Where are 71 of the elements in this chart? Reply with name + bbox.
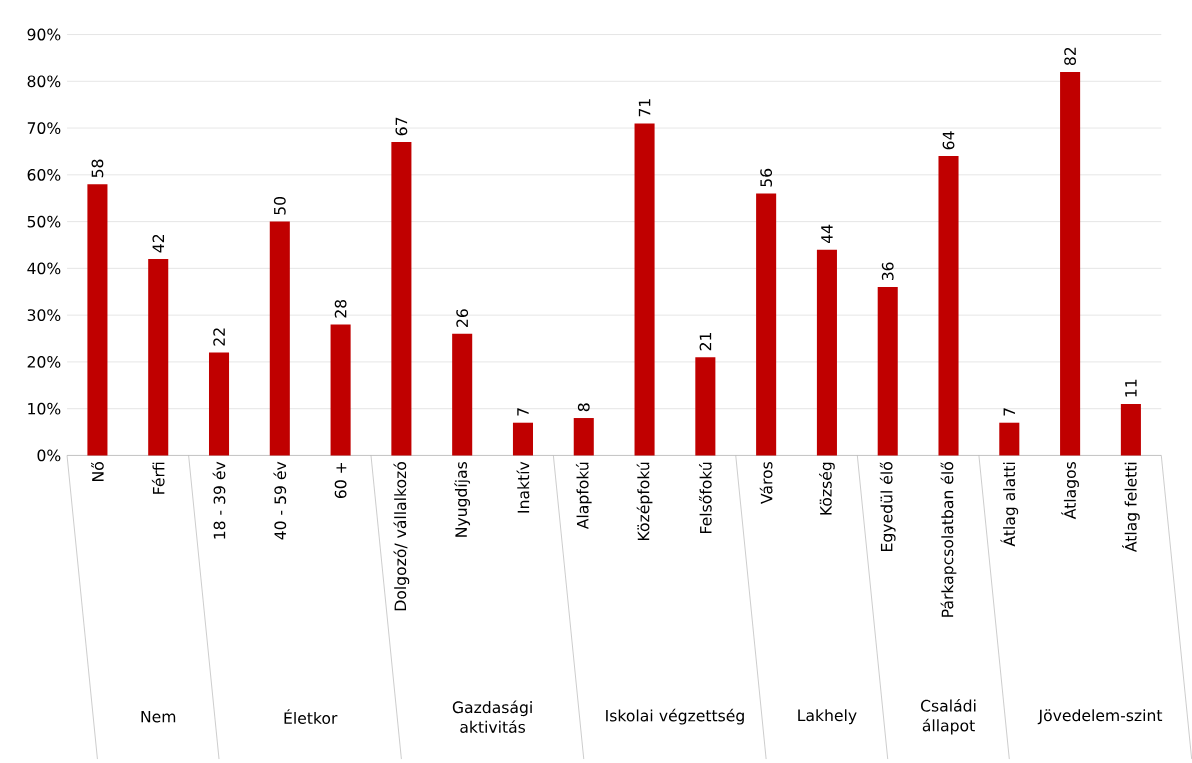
data-label: 36 (881, 262, 894, 281)
text: Nem (141, 710, 176, 723)
x-tick-label: 40 - 59 év (273, 461, 287, 540)
text: Életkor (284, 709, 338, 725)
y-tick-label: 20% (27, 355, 61, 368)
bar (756, 193, 777, 456)
data-label: 67 (395, 117, 408, 136)
y-tick-label: 50% (27, 215, 61, 228)
y-tick-label: 80% (27, 75, 61, 88)
data-label: 71 (638, 99, 651, 117)
x-tick-label: Középfokú (636, 462, 653, 540)
bar (148, 259, 169, 456)
bar (208, 352, 230, 456)
data-label: 28 (334, 299, 347, 318)
bar (877, 287, 898, 456)
data-label: 64 (942, 131, 955, 150)
x-tick-label: Párkapcsolatban élő (940, 462, 957, 617)
x-tick-label: Inaktív (516, 461, 530, 513)
bar (573, 418, 594, 456)
bar (634, 123, 655, 456)
bar (452, 333, 473, 456)
data-label: 58 (91, 159, 104, 178)
x-tick-label: Átlagos (1061, 462, 1079, 520)
x-tick-label: Község (819, 462, 835, 515)
data-label: 82 (1064, 47, 1077, 66)
x-tick-label: Város (759, 462, 773, 504)
text: Gazdasági aktivitás (452, 700, 532, 733)
x-tick-label: Nyugdíjas (454, 461, 471, 537)
data-label: 21 (699, 333, 712, 351)
bar (87, 184, 108, 456)
bar (1120, 404, 1141, 456)
text: Lakhely (798, 709, 857, 725)
bar (999, 422, 1020, 456)
text: Jövedelem-szint (1037, 709, 1163, 725)
text: Iskolai végzettség (606, 708, 744, 725)
data-label: 44 (821, 224, 833, 244)
text: Családi állapot (921, 698, 976, 735)
data-label: 11 (1125, 379, 1137, 397)
bar (330, 324, 351, 456)
data-label: 8 (577, 403, 590, 412)
y-tick-label: 10% (28, 402, 61, 415)
y-tick-label: 60% (27, 168, 61, 181)
y-tick-label: 70% (27, 122, 61, 134)
x-tick-label: 18 - 39 év (212, 461, 226, 539)
x-tick-label: Felsőfokú (698, 462, 712, 533)
y-tick-label: 0% (37, 449, 61, 462)
data-label: 7 (1003, 408, 1015, 416)
data-label: 22 (213, 328, 225, 346)
x-tick-label: 60 + (334, 462, 347, 499)
data-label: 7 (517, 408, 529, 416)
bar (391, 142, 412, 456)
y-tick-label: 90% (27, 28, 61, 41)
x-tick-label: Dolgozó/ vállalkozó (393, 462, 410, 611)
x-tick-label: Átlag alatti (1000, 462, 1019, 547)
data-label: 42 (152, 234, 165, 253)
y-tick-label: 40% (27, 262, 61, 275)
bar (512, 422, 533, 456)
bar (695, 357, 716, 456)
data-label: 50 (273, 196, 286, 215)
x-tick-label: Egyedül élő (879, 462, 896, 551)
x-tick-label: Átlag feletti (1122, 462, 1140, 553)
data-label: 26 (456, 309, 469, 327)
x-tick-label: Nő (91, 462, 104, 481)
bar (269, 221, 290, 456)
x-tick-label: Alapfokú (575, 462, 592, 530)
x-tick-label: Férfi (151, 462, 165, 494)
y-tick-label: 30% (27, 309, 61, 322)
bar (1060, 71, 1081, 456)
bar (938, 156, 959, 456)
data-label: 56 (760, 168, 773, 187)
bar (816, 249, 837, 456)
